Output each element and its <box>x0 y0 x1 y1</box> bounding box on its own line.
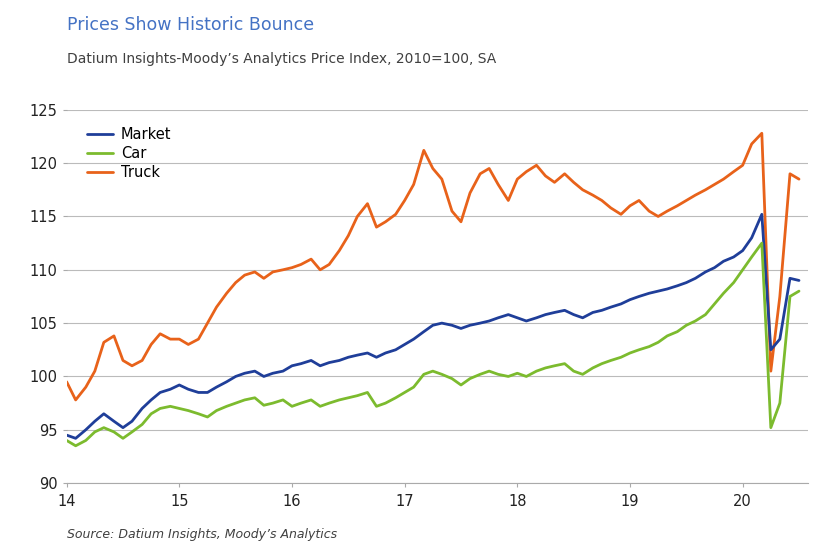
Truck <box>71 396 81 403</box>
Truck <box>362 200 372 207</box>
Car <box>372 403 382 410</box>
Car <box>250 395 260 401</box>
Car <box>71 442 81 449</box>
Truck <box>757 130 767 137</box>
Truck <box>606 205 616 211</box>
Market <box>794 277 804 284</box>
Truck <box>794 176 804 182</box>
Market <box>362 350 372 356</box>
Market <box>71 435 81 441</box>
Line: Market: Market <box>67 214 799 438</box>
Car <box>268 400 278 406</box>
Market <box>268 370 278 377</box>
Market <box>372 354 382 361</box>
Text: Prices Show Historic Bounce: Prices Show Historic Bounce <box>67 16 314 35</box>
Car <box>62 437 72 444</box>
Market <box>62 432 72 439</box>
Car <box>757 240 767 247</box>
Text: Datium Insights-Moody’s Analytics Price Index, 2010=100, SA: Datium Insights-Moody’s Analytics Price … <box>67 52 496 66</box>
Car <box>794 288 804 294</box>
Line: Car: Car <box>67 243 799 446</box>
Truck <box>493 181 503 188</box>
Market <box>606 304 616 310</box>
Truck <box>62 378 72 385</box>
Truck <box>372 224 382 231</box>
Truck <box>250 268 260 275</box>
Text: Source: Datium Insights, Moody’s Analytics: Source: Datium Insights, Moody’s Analyti… <box>67 528 337 541</box>
Car <box>362 389 372 396</box>
Market <box>250 368 260 374</box>
Legend: Market, Car, Truck: Market, Car, Truck <box>82 121 177 186</box>
Car <box>493 371 503 378</box>
Market <box>757 211 767 217</box>
Line: Truck: Truck <box>67 133 799 400</box>
Truck <box>268 268 278 275</box>
Market <box>493 315 503 321</box>
Car <box>606 357 616 364</box>
